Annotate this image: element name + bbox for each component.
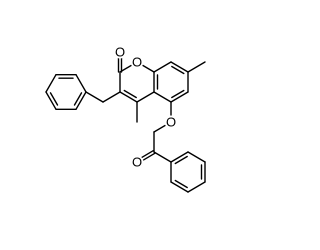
atom-labels: O O O O xyxy=(113,45,178,170)
atom-label: O xyxy=(132,155,142,170)
structure: O O O O xyxy=(45,45,206,193)
molecule-diagram: O O O O xyxy=(0,0,250,250)
background xyxy=(0,0,250,250)
atom-label: O xyxy=(132,55,142,70)
atom-label: O xyxy=(166,115,176,130)
atom-label: O xyxy=(115,45,125,60)
